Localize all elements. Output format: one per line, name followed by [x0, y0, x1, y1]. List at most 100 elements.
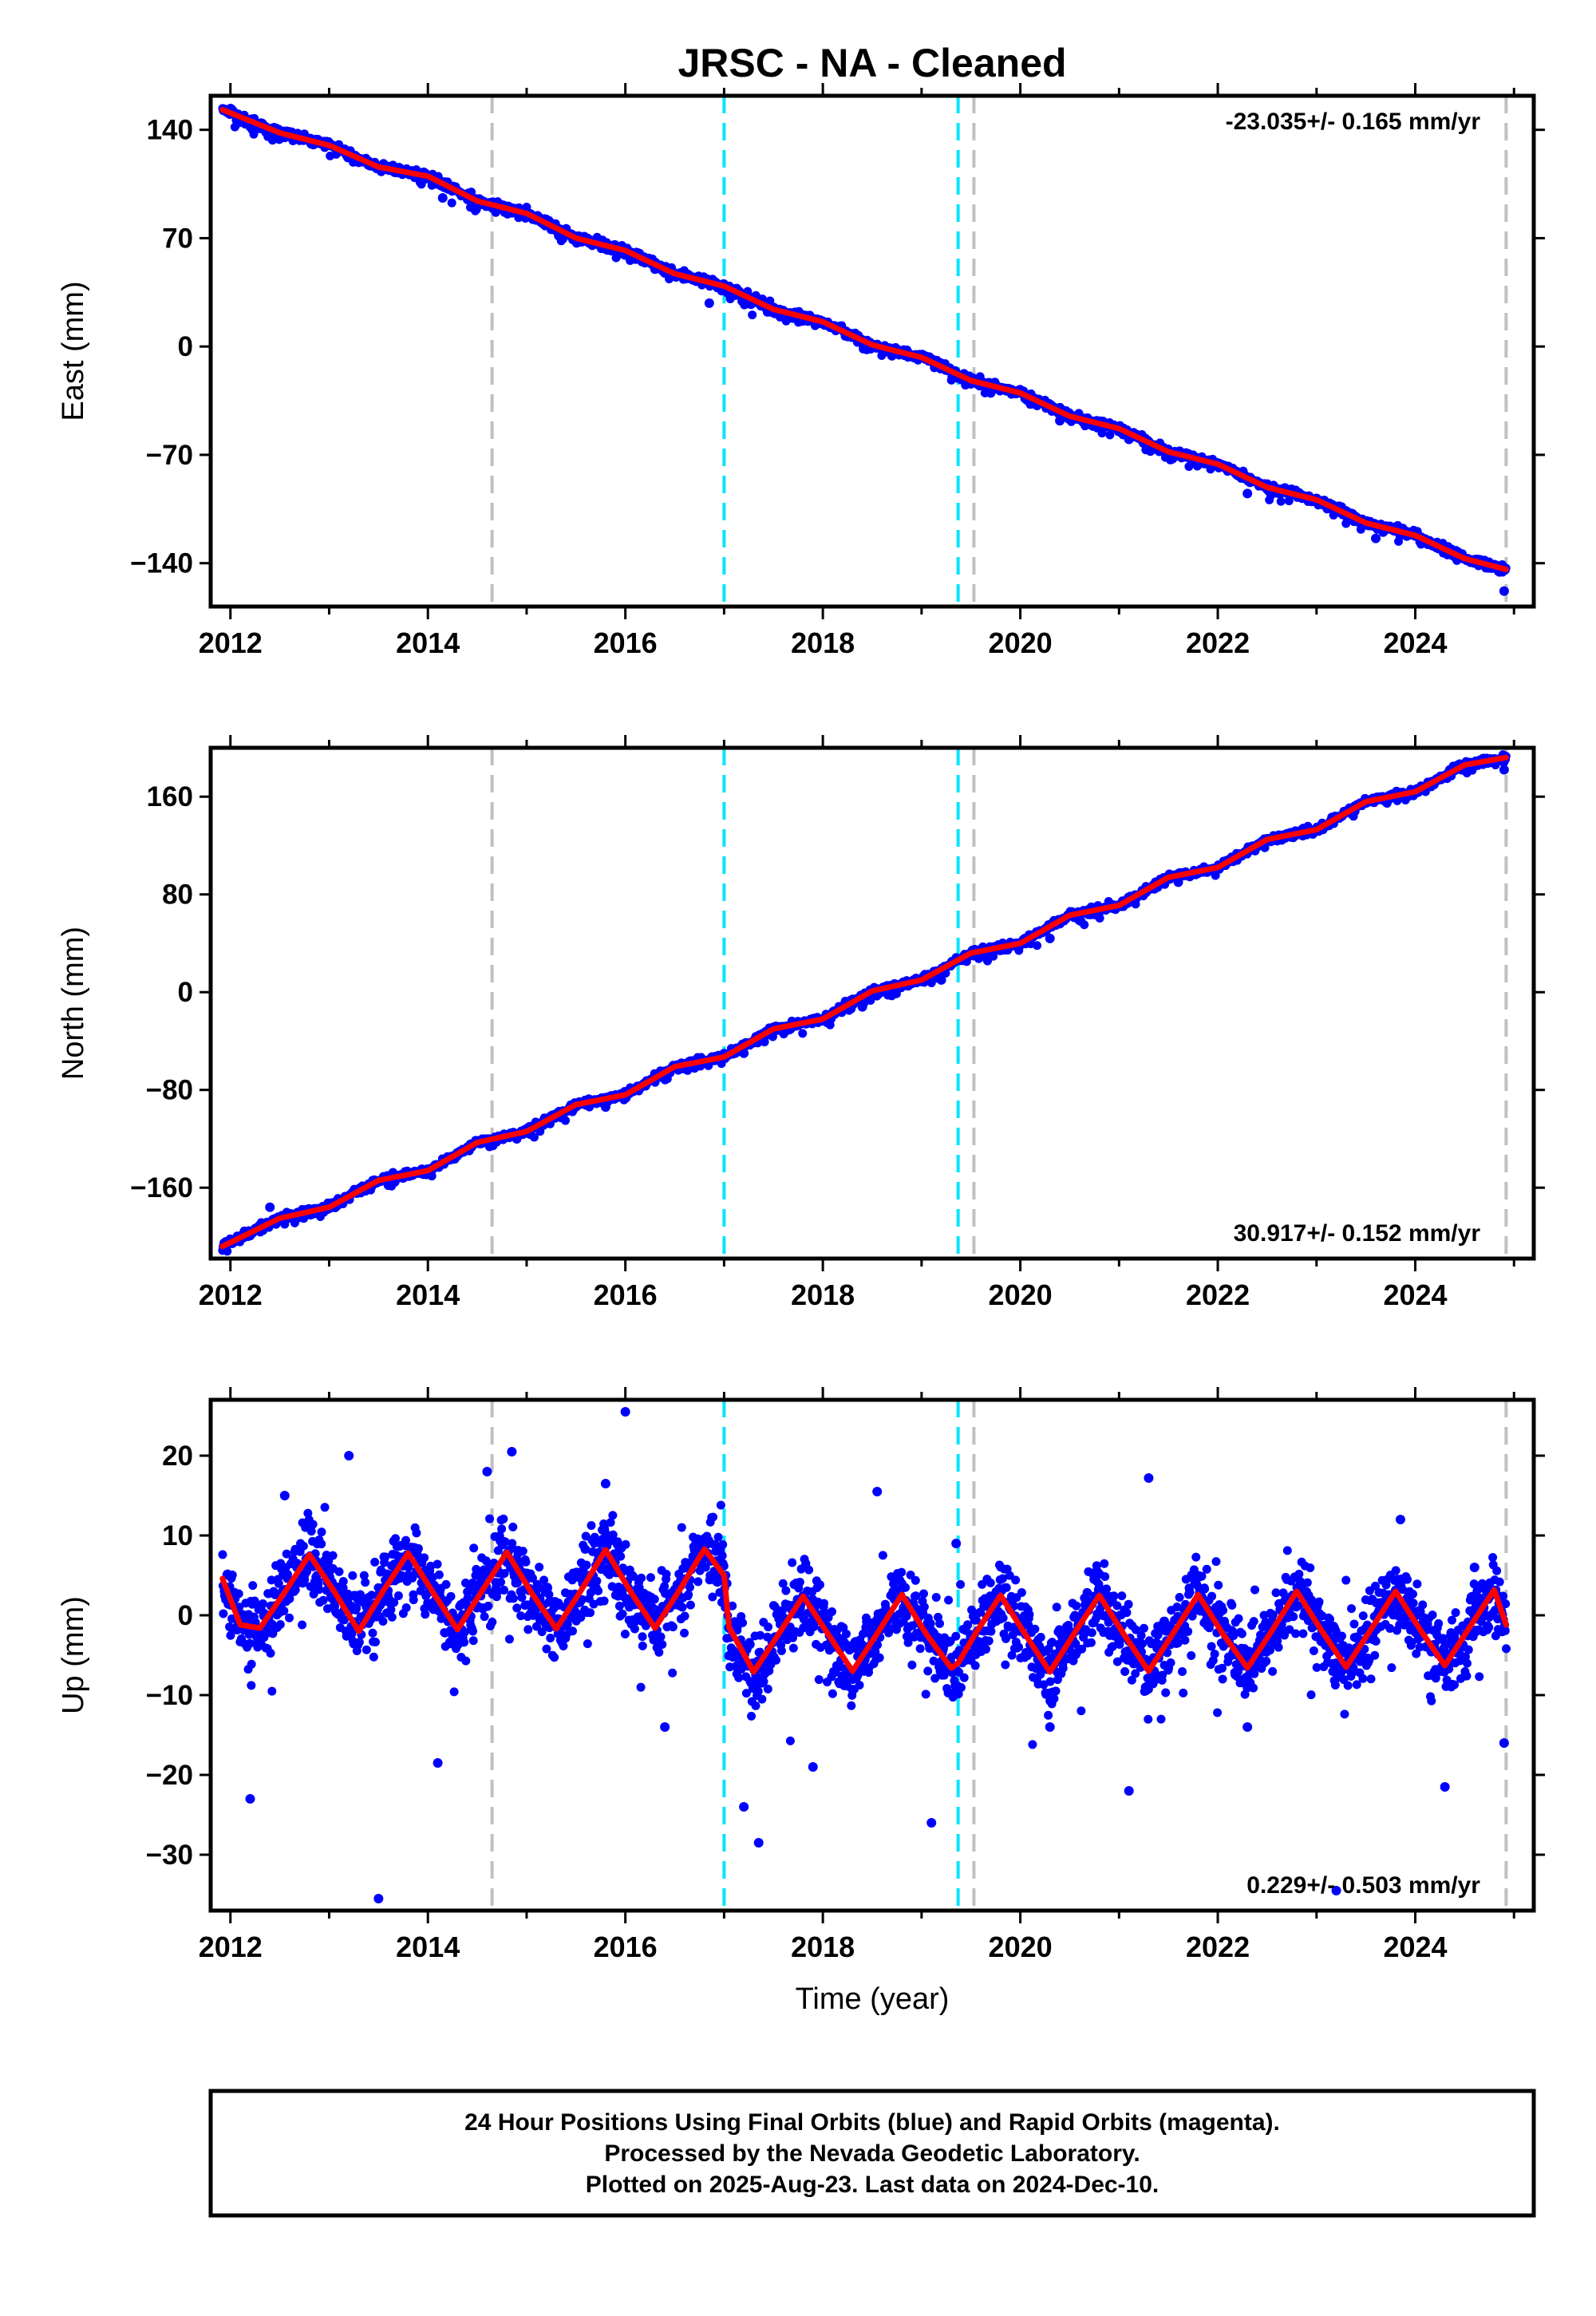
observation-point	[518, 1547, 527, 1556]
observation-point	[328, 1551, 338, 1560]
observation-point	[599, 1596, 609, 1606]
observation-point	[348, 1571, 358, 1580]
observation-point	[578, 1595, 587, 1604]
observation-point	[543, 1583, 553, 1593]
y-tick-label: 0	[178, 977, 193, 1008]
plot-frame	[208, 745, 1536, 1261]
x-tick-label: 2024	[1383, 626, 1447, 659]
observation-point	[298, 1620, 307, 1630]
observation-point	[544, 1590, 554, 1599]
observation-point	[680, 1611, 689, 1621]
observation-point	[717, 1551, 727, 1560]
observation-point	[709, 1512, 718, 1522]
model-fit-line	[219, 754, 1509, 1250]
observation-point	[421, 1610, 430, 1619]
observation-point	[266, 1648, 275, 1658]
observation-point	[529, 1132, 539, 1142]
observation-point	[508, 1594, 518, 1603]
observation-point	[508, 1522, 518, 1531]
observation-point	[656, 1632, 666, 1642]
y-tick-label: 80	[162, 879, 193, 911]
plot-frame	[208, 93, 1536, 609]
observation-point	[463, 1593, 472, 1603]
observation-point	[279, 1606, 289, 1615]
observation-point	[678, 1603, 687, 1612]
observation-point	[654, 1647, 664, 1657]
observation-point	[1371, 533, 1381, 543]
observation-point	[401, 1603, 411, 1612]
observation-point	[535, 1563, 544, 1572]
observation-point	[352, 1603, 361, 1613]
observation-point	[521, 1557, 531, 1567]
observation-point	[267, 1686, 277, 1696]
observation-point	[369, 1652, 378, 1662]
observation-point	[496, 1577, 506, 1587]
observation-point	[282, 1549, 291, 1559]
observation-point	[936, 974, 946, 985]
observation-point	[986, 388, 996, 398]
observation-point	[393, 1591, 403, 1601]
observation-point	[542, 1644, 551, 1654]
observation-point	[636, 1682, 646, 1692]
observation-point	[563, 1619, 572, 1629]
observation-point	[420, 1553, 429, 1563]
observation-point	[618, 1609, 627, 1618]
observation-point	[334, 1567, 344, 1576]
observation-point	[581, 1544, 591, 1554]
observation-point	[338, 1577, 348, 1587]
observation-point	[447, 198, 456, 207]
observation-point	[387, 1612, 397, 1622]
x-tick-label: 2020	[989, 626, 1053, 659]
observation-point	[713, 1532, 723, 1542]
observation-point	[728, 1601, 737, 1611]
observation-point	[516, 1611, 526, 1621]
observation-point	[367, 1591, 377, 1600]
x-tick-label: 2022	[1186, 626, 1250, 659]
observation-point	[480, 1612, 489, 1622]
observation-point	[378, 1617, 388, 1626]
y-tick-label: 160	[147, 781, 193, 812]
observation-point	[354, 1638, 364, 1647]
x-tick-label: 2014	[396, 1279, 460, 1311]
observation-point	[638, 1632, 647, 1642]
observation-point	[677, 1523, 686, 1532]
observation-point	[638, 1641, 647, 1650]
observation-point	[265, 1202, 275, 1212]
observation-point	[1055, 416, 1065, 426]
observation-point	[306, 1527, 316, 1536]
observation-point	[527, 1573, 537, 1583]
observation-point	[259, 1633, 269, 1642]
observation-point	[561, 1116, 571, 1125]
observation-point	[485, 1514, 495, 1524]
observation-point	[391, 1534, 401, 1543]
observation-point	[637, 1573, 646, 1583]
observation-point	[586, 1608, 595, 1618]
observation-point	[1095, 914, 1104, 923]
velocity-label: -23.035+/- 0.165 mm/yr	[1226, 109, 1481, 135]
observation-point	[546, 1634, 555, 1643]
observation-point	[1080, 920, 1089, 930]
observation-point	[668, 1622, 678, 1632]
observation-point	[499, 1514, 508, 1524]
observation-point	[646, 1573, 655, 1583]
observation-point	[600, 1102, 610, 1113]
observation-point	[408, 1573, 417, 1583]
observation-point	[650, 1595, 659, 1604]
observation-point	[684, 1590, 693, 1599]
observation-point	[857, 1002, 867, 1012]
observation-point	[594, 1586, 603, 1595]
observation-point	[433, 1559, 442, 1569]
y-tick-label: 70	[162, 223, 193, 254]
observation-point	[1173, 877, 1183, 887]
observation-point	[460, 1638, 469, 1647]
observation-point	[227, 1571, 237, 1580]
observation-point	[359, 1571, 369, 1580]
observation-point	[1276, 496, 1286, 506]
observation-point	[608, 1511, 618, 1520]
observation-point	[449, 1687, 459, 1697]
observation-point	[887, 350, 897, 361]
observation-point	[517, 1593, 527, 1603]
